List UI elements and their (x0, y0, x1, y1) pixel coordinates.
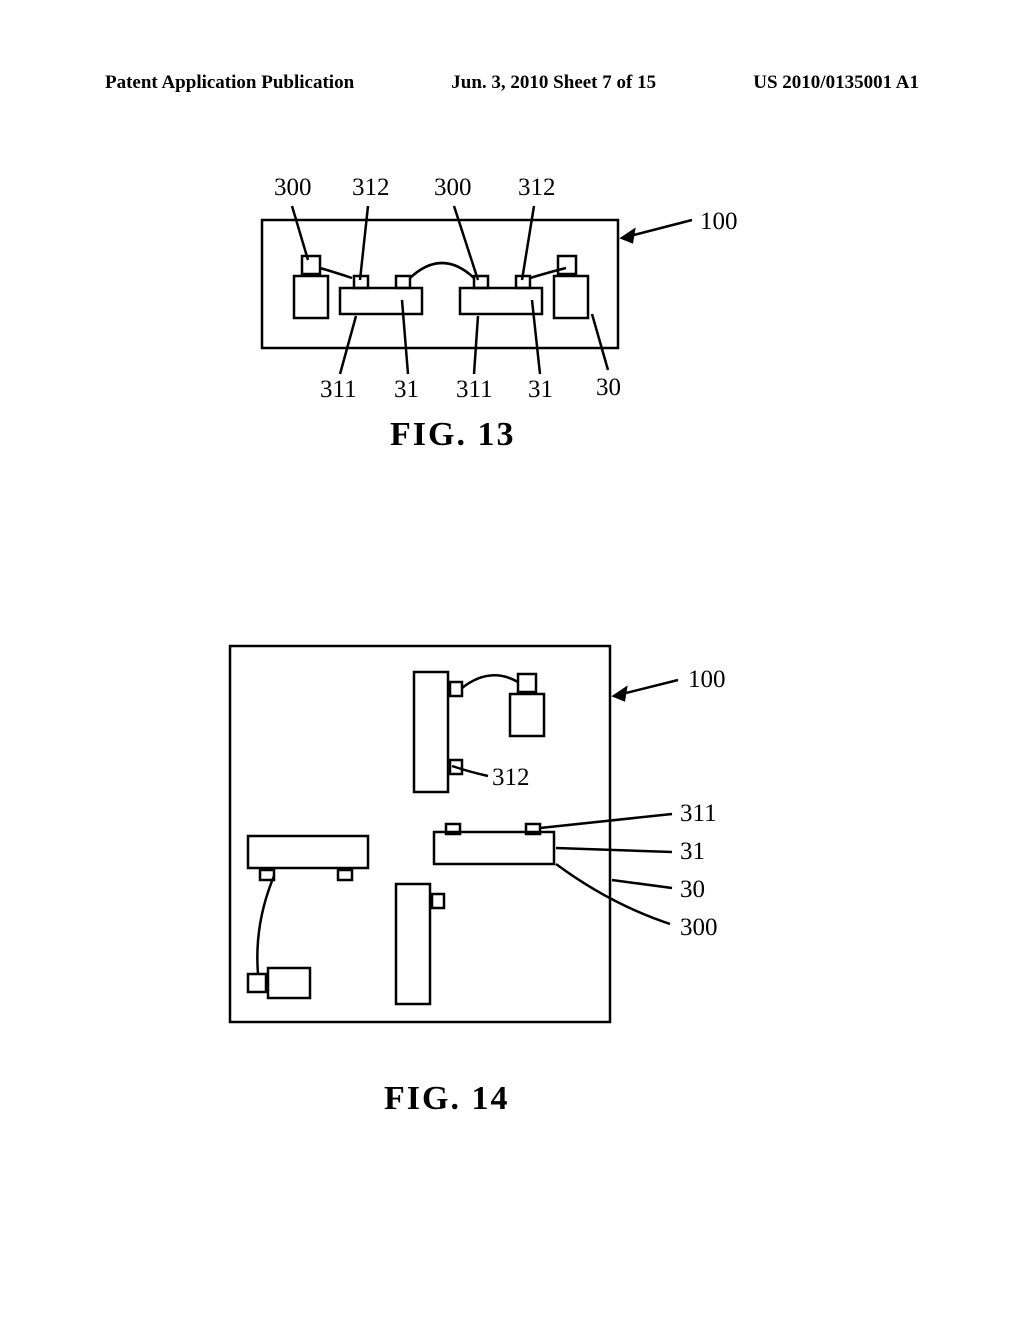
fig14-caption: FIG. 14 (384, 1080, 509, 1118)
header-right: US 2010/0135001 A1 (753, 72, 919, 94)
fig13-svg (232, 160, 792, 420)
fig14-label-312: 312 (492, 764, 530, 792)
fig13-label-311-a: 311 (320, 376, 357, 404)
header-center: Jun. 3, 2010 Sheet 7 of 15 (451, 72, 656, 94)
fig13-label-30: 30 (596, 374, 621, 402)
fig13-label-31-b: 31 (528, 376, 553, 404)
fig13-label-300-a: 300 (274, 174, 312, 202)
fig13-label-100: 100 (700, 208, 738, 236)
fig13-label-312-a: 312 (352, 174, 390, 202)
fig14-label-30: 30 (680, 876, 705, 904)
figure-13: 300 312 300 312 311 31 311 31 30 100 (232, 160, 792, 420)
fig14-svg (210, 636, 830, 1056)
header-left: Patent Application Publication (105, 72, 354, 94)
fig13-label-31-a: 31 (394, 376, 419, 404)
fig13-label-300-b: 300 (434, 174, 472, 202)
figure-14: 312 100 311 31 30 300 (210, 636, 830, 1056)
fig13-caption: FIG. 13 (390, 416, 515, 454)
fig14-label-300: 300 (680, 914, 718, 942)
fig14-label-311: 311 (680, 800, 717, 828)
fig13-label-312-b: 312 (518, 174, 556, 202)
fig13-label-311-b: 311 (456, 376, 493, 404)
fig14-label-100: 100 (688, 666, 726, 694)
fig14-label-31: 31 (680, 838, 705, 866)
page-header: Patent Application Publication Jun. 3, 2… (0, 72, 1024, 94)
